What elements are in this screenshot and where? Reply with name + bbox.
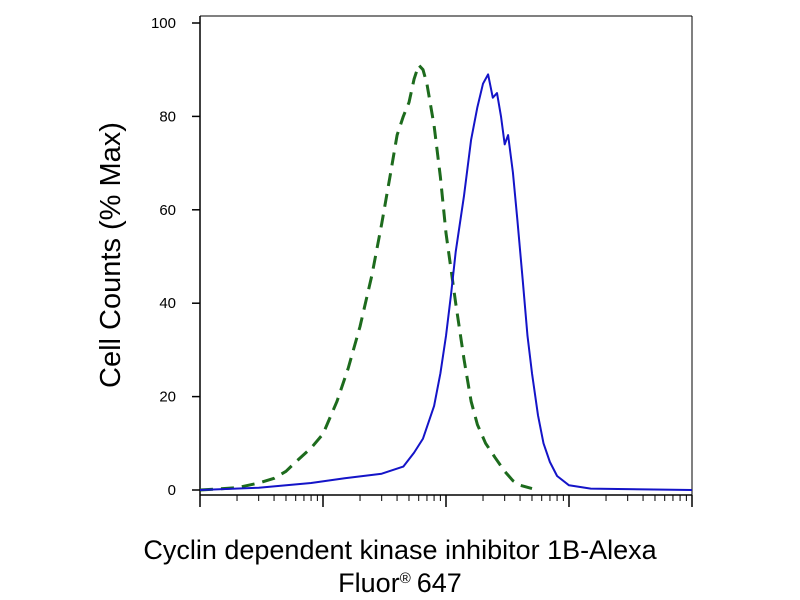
y-tick-label: 80 bbox=[159, 108, 176, 125]
x-axis-label-647: 647 bbox=[417, 568, 462, 598]
series-group bbox=[199, 63, 693, 492]
x-axis-label-registered-mark: ® bbox=[400, 570, 411, 587]
y-ticks: 0 20 40 60 80 100 bbox=[151, 15, 200, 499]
y-tick-label: 20 bbox=[159, 389, 176, 406]
x-axis-label-line1: Cyclin dependent kinase inhibitor 1B-Ale… bbox=[143, 535, 657, 565]
y-tick-label: 40 bbox=[159, 295, 176, 312]
y-tick-label: 100 bbox=[151, 15, 176, 32]
y-tick-label: 0 bbox=[168, 482, 176, 499]
x-axis-label-line2: Fluor® 647 bbox=[338, 568, 462, 598]
y-axis-label: Cell Counts (% Max) bbox=[95, 122, 127, 388]
series-line-control bbox=[199, 63, 533, 492]
series-line-sample bbox=[199, 73, 693, 491]
x-axis-label-fluor: Fluor bbox=[338, 568, 400, 598]
plot-frame bbox=[199, 15, 693, 496]
y-tick-label: 60 bbox=[159, 202, 176, 219]
x-ticks bbox=[199, 495, 693, 507]
